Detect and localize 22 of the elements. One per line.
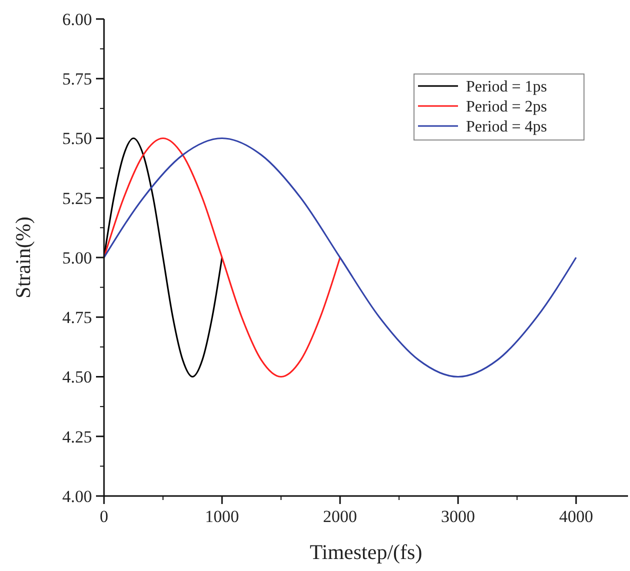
x-tick-label: 3000 (441, 507, 476, 526)
x-tick-label: 4000 (559, 507, 594, 526)
line-series (103, 137, 223, 378)
y-tick-label: 5.50 (62, 129, 92, 148)
legend-label: Period = 1ps (466, 78, 548, 96)
y-tick-label: 4.00 (62, 486, 92, 506)
line-series (103, 137, 341, 378)
legend-label: Period = 4ps (466, 118, 548, 136)
y-tick-label: 4.25 (62, 427, 92, 446)
line-series (103, 137, 577, 378)
y-tick-label: 4.75 (62, 308, 92, 328)
y-tick-label: 5.75 (62, 70, 92, 89)
x-tick-label: 2000 (323, 507, 358, 526)
y-tick-label: 5.25 (62, 188, 92, 208)
y-axis-title: Strain(%) (11, 216, 35, 298)
x-tick-label: 0 (100, 507, 108, 526)
x-tick-label: 1000 (205, 507, 240, 526)
y-tick-label: 6.00 (62, 10, 92, 29)
y-tick-label: 5.00 (62, 248, 92, 268)
y-tick-label: 4.50 (62, 368, 92, 387)
x-axis-title: Timestep/(fs) (310, 540, 422, 564)
legend-label: Period = 2ps (466, 98, 548, 116)
